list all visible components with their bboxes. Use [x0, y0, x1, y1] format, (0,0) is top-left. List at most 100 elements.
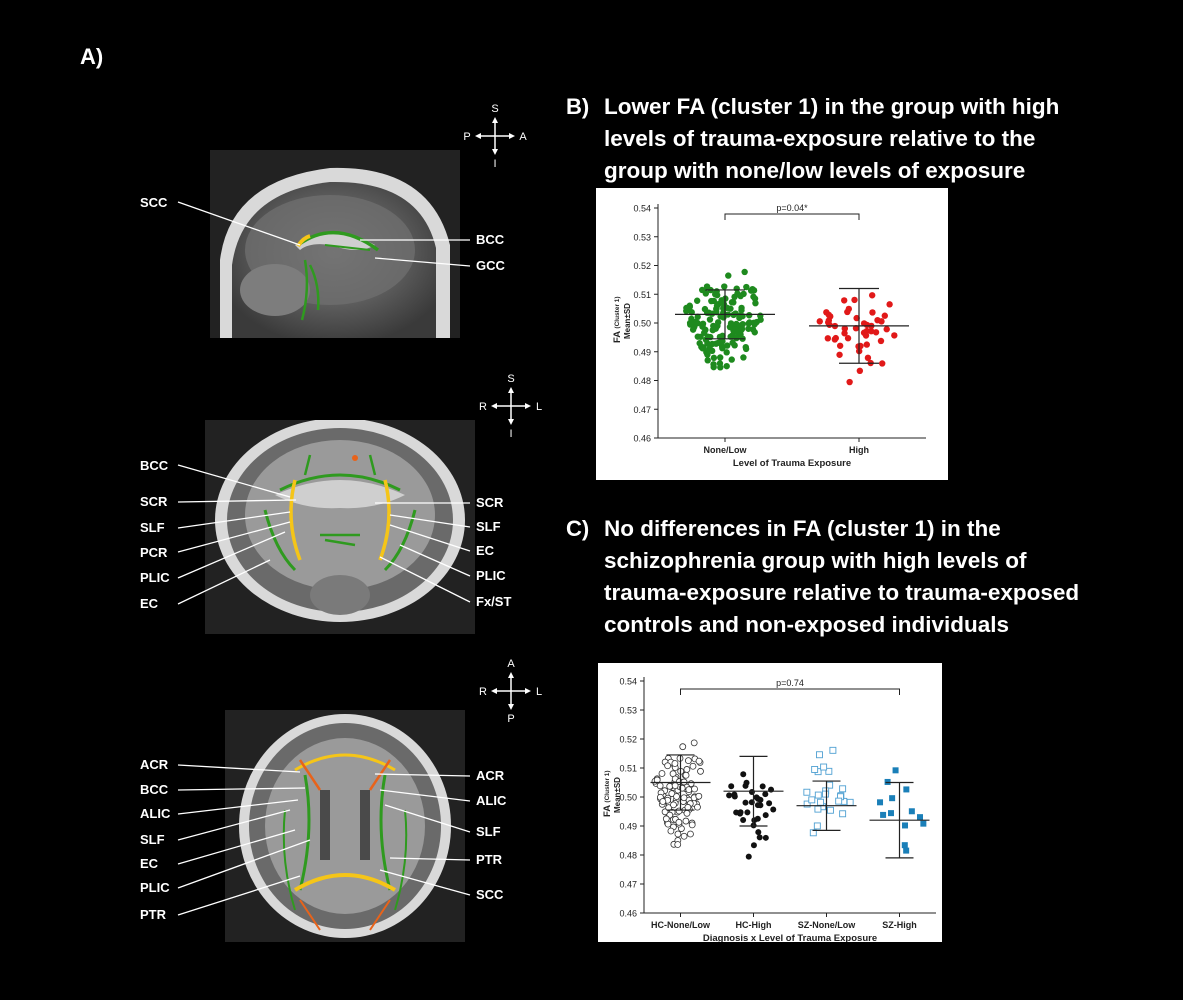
tract-label: SLF	[476, 519, 501, 534]
compass-right: L	[536, 401, 542, 413]
data-point	[750, 842, 757, 849]
data-point	[762, 812, 769, 819]
data-point	[751, 329, 758, 336]
heading-line: controls and non-exposed individuals	[604, 612, 1010, 637]
data-point	[817, 798, 825, 806]
tract-label: SCR	[476, 495, 504, 510]
data-point	[841, 330, 848, 337]
data-point	[717, 364, 724, 371]
data-point	[671, 760, 679, 767]
data-point	[845, 305, 853, 313]
heading-line: trauma-exposure relative to trauma-expos…	[604, 580, 1080, 605]
panel-c-heading: No differences in FA (cluster 1) in the …	[604, 513, 1079, 641]
chart-c-box: 0.46 0.47 0.48 0.49 0.50 0.51 0.52 0.53 0.54 FA (…	[598, 663, 942, 942]
y-tick-label: 0.46	[619, 909, 637, 919]
data-point	[673, 793, 680, 800]
data-point	[827, 313, 834, 320]
tract-label: SLF	[476, 824, 501, 839]
data-point	[710, 326, 717, 333]
data-point	[864, 354, 872, 362]
data-point	[901, 842, 908, 849]
data-point	[747, 287, 755, 294]
data-point	[844, 335, 852, 342]
data-point	[872, 329, 880, 336]
data-point	[658, 770, 666, 777]
data-point	[883, 326, 890, 333]
data-point	[903, 786, 910, 793]
tract-label: BCC	[140, 782, 169, 797]
data-point	[755, 829, 762, 836]
data-point	[674, 841, 682, 848]
data-point	[835, 797, 843, 805]
tract-label: SCC	[140, 195, 168, 210]
data-point	[851, 296, 858, 304]
data-point	[740, 816, 747, 823]
data-point	[902, 822, 909, 829]
y-tick-label: 0.51	[633, 290, 651, 300]
x-axis-label: Level of Trauma Exposure	[733, 458, 851, 469]
data-point	[733, 334, 740, 342]
data-point	[811, 766, 819, 773]
tract-label: PTR	[476, 852, 502, 867]
data-point	[690, 739, 698, 747]
data-point	[703, 349, 710, 356]
data-point	[696, 340, 703, 347]
data-point	[714, 319, 722, 326]
data-point	[757, 316, 764, 323]
data-point	[820, 763, 828, 771]
data-point	[695, 757, 703, 765]
chart-b: 0.46 0.47 0.48 0.49 0.50 0.51 0.52 0.53 0.54 FA (…	[612, 203, 926, 469]
significance-bracket	[724, 213, 860, 220]
data-point	[889, 795, 896, 802]
data-point	[702, 290, 709, 297]
panel-b-heading: Lower FA (cluster 1) in the group with h…	[604, 91, 1059, 187]
x-tick-label: HC-None/Low	[651, 920, 711, 930]
orientation-compass-axial: A P R L	[479, 658, 542, 725]
data-point	[670, 801, 677, 809]
data-point	[862, 332, 870, 339]
compass-right: A	[519, 131, 527, 143]
y-tick-label: 0.48	[619, 851, 637, 861]
compass-bottom: I	[493, 158, 496, 170]
data-point	[816, 751, 823, 759]
tract-label: PLIC	[476, 568, 506, 583]
data-point	[803, 800, 811, 808]
data-point	[684, 757, 692, 765]
data-point	[877, 337, 885, 345]
y-axis-label: FA (Cluster 1)	[602, 770, 613, 817]
data-point	[841, 325, 848, 332]
data-point	[770, 806, 777, 813]
data-point	[689, 762, 697, 770]
x-tick-label: SZ-High	[882, 920, 917, 930]
data-point	[766, 800, 773, 807]
data-point	[674, 830, 682, 838]
compass-top: S	[507, 373, 514, 385]
heading-line: No differences in FA (cluster 1) in the	[604, 516, 1001, 541]
panel-b-letter: B)	[566, 94, 590, 119]
data-point	[877, 799, 884, 806]
data-point	[699, 322, 706, 330]
data-point	[879, 360, 886, 367]
data-point	[702, 336, 710, 343]
data-point	[814, 805, 822, 813]
y-tick-label: 0.53	[619, 706, 637, 716]
data-point	[700, 329, 708, 336]
y-axis-label-line2: Mean±SD	[613, 777, 622, 813]
data-point	[741, 268, 748, 276]
data-point	[751, 321, 758, 328]
tract-label: EC	[140, 856, 159, 871]
data-point	[683, 809, 691, 817]
data-point	[745, 320, 752, 327]
data-point	[869, 309, 876, 316]
data-point	[694, 803, 701, 811]
data-point	[917, 814, 924, 821]
y-tick-label: 0.50	[619, 793, 637, 803]
data-point	[803, 788, 811, 796]
data-point	[675, 818, 683, 826]
data-point	[744, 809, 751, 816]
data-point	[723, 342, 731, 349]
data-point	[730, 299, 737, 306]
data-point	[737, 327, 745, 334]
